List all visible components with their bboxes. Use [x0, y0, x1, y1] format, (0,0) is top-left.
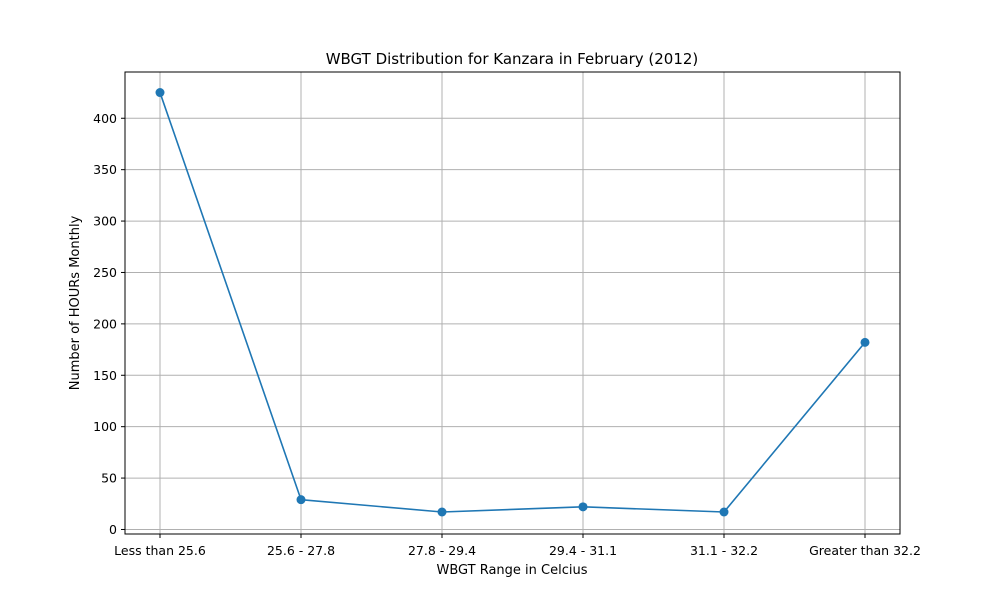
y-axis: 0 50 100 150 200 250 300 350 400 [93, 111, 125, 537]
x-tick-label: 31.1 - 32.2 [690, 543, 758, 558]
data-point [155, 88, 165, 98]
x-axis-label: WBGT Range in Celcius [436, 563, 587, 578]
y-tick-label: 300 [93, 214, 117, 229]
x-tick-label: 25.6 - 27.8 [267, 543, 335, 558]
data-point [719, 507, 729, 517]
data-point [860, 337, 870, 347]
y-tick-label: 250 [93, 265, 117, 280]
x-axis: Less than 25.6 25.6 - 27.8 27.8 - 29.4 29.4… [114, 534, 921, 558]
series [155, 88, 870, 517]
x-tick-label: 29.4 - 31.1 [549, 543, 617, 558]
chart-title: WBGT Distribution for Kanzara in Februar… [326, 50, 699, 68]
y-tick-label: 0 [109, 522, 117, 537]
y-tick-label: 150 [93, 368, 117, 383]
y-axis-label: Number of HOURs Monthly [68, 215, 83, 390]
y-tick-label: 400 [93, 111, 117, 126]
data-point [296, 495, 306, 505]
x-tick-label: 27.8 - 29.4 [408, 543, 476, 558]
y-tick-label: 50 [101, 471, 117, 486]
y-tick-label: 350 [93, 162, 117, 177]
x-tick-label: Less than 25.6 [114, 543, 206, 558]
x-tick-label: Greater than 32.2 [809, 543, 921, 558]
data-point [578, 502, 588, 512]
y-tick-label: 200 [93, 316, 117, 331]
data-point [437, 507, 447, 517]
grid [125, 72, 900, 534]
series-line [159, 92, 866, 513]
plot-area-frame [124, 71, 901, 535]
y-tick-label: 100 [93, 419, 117, 434]
